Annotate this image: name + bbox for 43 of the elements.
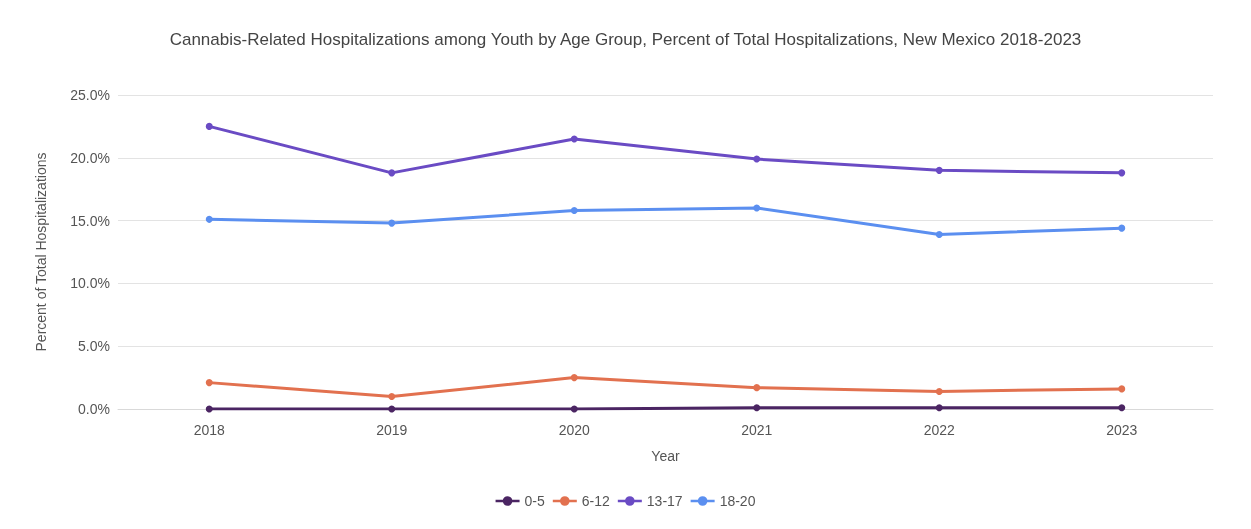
point xyxy=(935,230,943,238)
y-tick-label: 0.0% xyxy=(78,401,110,417)
point xyxy=(1118,169,1126,177)
point xyxy=(570,405,578,413)
point xyxy=(1118,404,1126,412)
y-axis-title: Percent of Total Hospitalizations xyxy=(33,152,49,352)
point xyxy=(205,405,213,413)
point xyxy=(388,219,396,227)
point xyxy=(205,379,213,387)
legend-label: 18-20 xyxy=(719,493,756,509)
point xyxy=(1118,385,1126,393)
x-tick-label: 2020 xyxy=(558,422,591,438)
point xyxy=(205,215,213,223)
point xyxy=(753,155,761,163)
x-tick-label: 2019 xyxy=(376,422,408,438)
point xyxy=(205,122,213,130)
point xyxy=(935,166,943,174)
legend-label: 0-5 xyxy=(524,493,546,509)
point xyxy=(753,204,761,212)
point xyxy=(388,392,396,400)
point xyxy=(935,387,943,395)
x-tick-label: 2021 xyxy=(741,422,773,438)
x-tick-label: 2018 xyxy=(193,422,226,438)
chart-title: Cannabis-Related Hospitalizations among Youth by Age Group, Percent of Total Hospitalizations, New Mexico 2018-2023 xyxy=(169,29,1082,49)
y-tick-label: 15.0% xyxy=(70,212,110,229)
x-tick-label: 2023 xyxy=(1106,422,1138,438)
point xyxy=(388,169,396,177)
point xyxy=(1118,224,1126,232)
point xyxy=(753,384,761,392)
x-tick-label: 2022 xyxy=(923,422,956,438)
point xyxy=(570,374,578,382)
point xyxy=(570,207,578,215)
legend-label: 13-17 xyxy=(646,493,683,509)
y-tick-label: 25.0% xyxy=(70,87,110,103)
point xyxy=(935,404,943,412)
point xyxy=(753,404,761,412)
legend-label: 6-12 xyxy=(581,493,611,509)
y-tick-label: 10.0% xyxy=(70,275,110,292)
x-axis-title: Year xyxy=(651,448,680,464)
point xyxy=(388,405,396,413)
y-tick-label: 20.0% xyxy=(70,149,110,166)
point xyxy=(570,135,578,143)
y-tick-label: 5.0% xyxy=(78,338,110,355)
